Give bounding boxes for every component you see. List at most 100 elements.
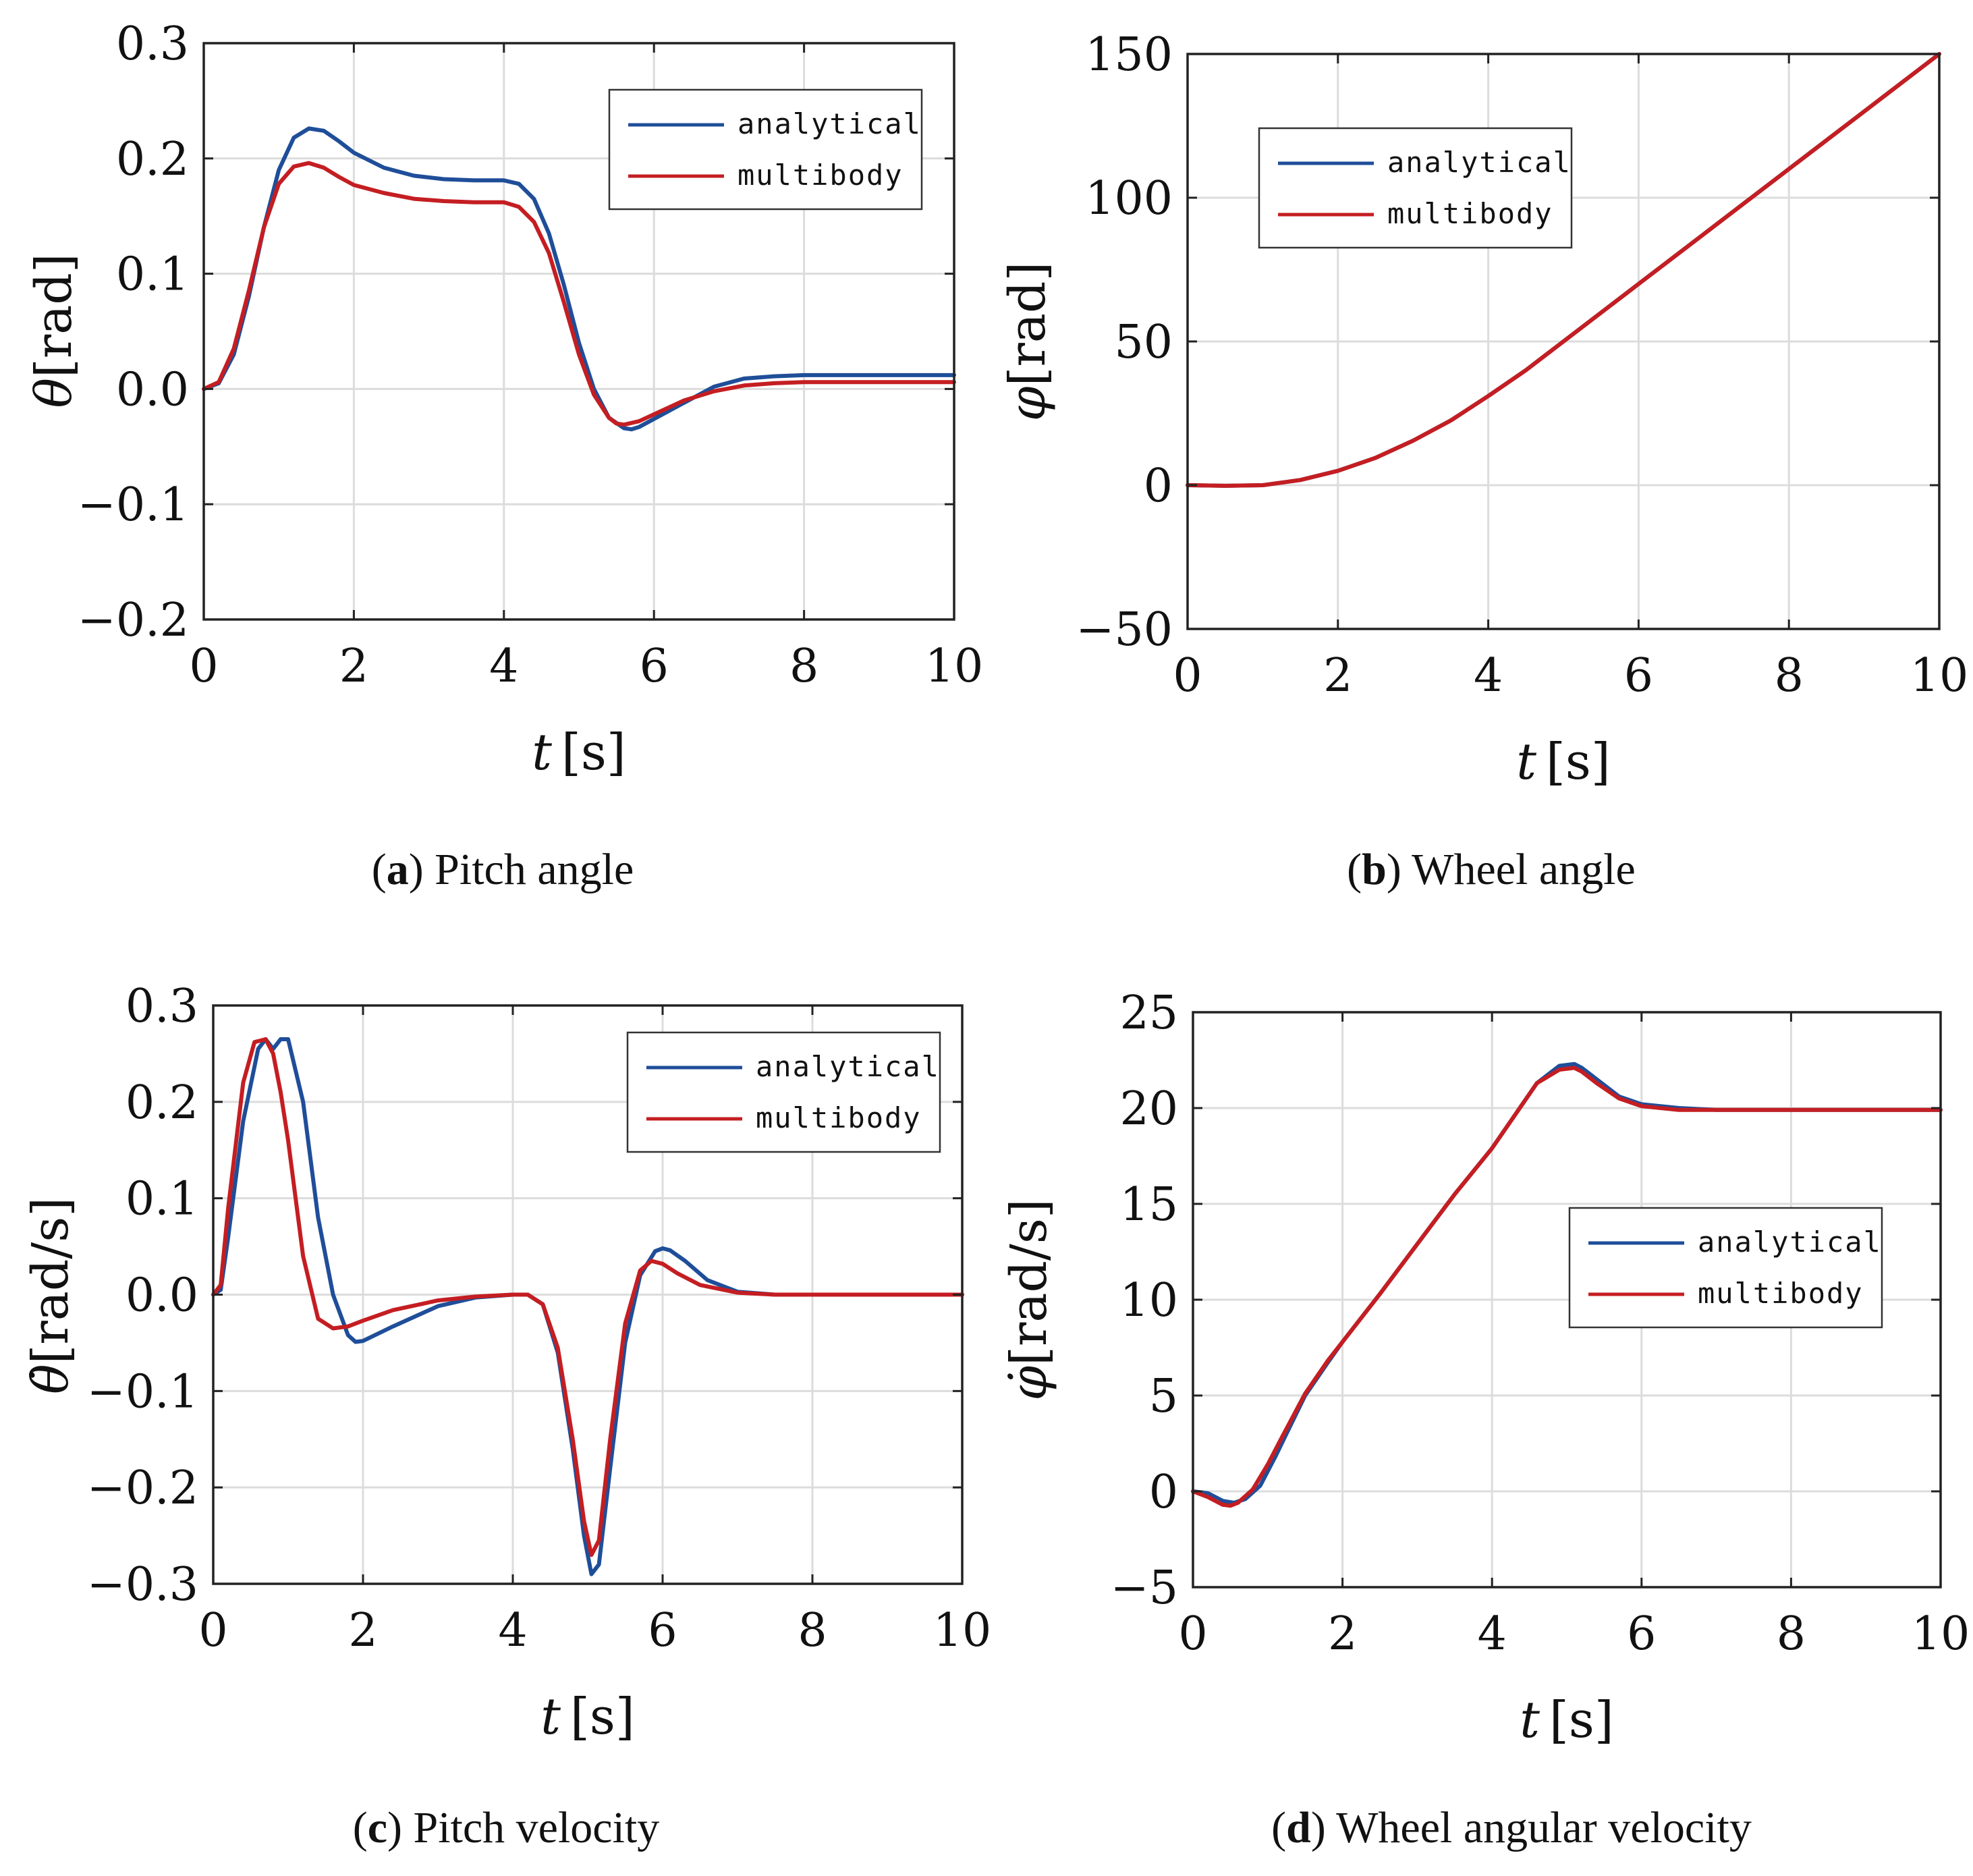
caption-paren-open: ( bbox=[1271, 1803, 1286, 1852]
legend-box bbox=[626, 1031, 941, 1153]
caption-text: Wheel angular velocity bbox=[1336, 1803, 1752, 1852]
caption-text: Pitch angle bbox=[435, 845, 634, 894]
legend: analytical multibody bbox=[1568, 1207, 1883, 1329]
y-tick-label: 25 bbox=[1119, 987, 1178, 1040]
x-tick-label: 4 bbox=[1474, 649, 1503, 702]
y-tick-label: 0.3 bbox=[116, 18, 189, 71]
y-tick-label: 15 bbox=[1119, 1178, 1178, 1232]
x-axis-label: t [s] bbox=[532, 723, 626, 781]
y-tick-label: 0.3 bbox=[126, 980, 198, 1033]
caption-paren-open: ( bbox=[1347, 845, 1362, 894]
x-axis-label-variable: t bbox=[1516, 733, 1536, 791]
caption-paren-close: ) bbox=[1387, 845, 1412, 894]
y-tick-label: 150 bbox=[1085, 28, 1173, 82]
x-tick-label: 8 bbox=[798, 1604, 827, 1657]
x-tick-label: 10 bbox=[925, 640, 984, 693]
x-tick-label: 2 bbox=[339, 640, 368, 693]
x-axis-label: t [s] bbox=[1516, 733, 1610, 791]
x-axis-label-unit: [s] bbox=[570, 1688, 635, 1746]
caption-paren-close: ) bbox=[387, 1803, 413, 1852]
x-tick-label: 6 bbox=[640, 640, 669, 693]
y-tick-label: 0.2 bbox=[126, 1076, 198, 1130]
y-tick-label: 20 bbox=[1119, 1082, 1178, 1136]
caption-paren-open: ( bbox=[372, 845, 387, 894]
x-axis-label-variable: t bbox=[1520, 1691, 1540, 1749]
y-axis-label-unit: [rad] bbox=[999, 262, 1057, 387]
x-tick-label: 0 bbox=[1173, 649, 1202, 702]
plot-frame bbox=[202, 42, 955, 621]
legend-label-analytical: analytical bbox=[1387, 146, 1572, 179]
caption-letter: c bbox=[368, 1803, 387, 1852]
y-axis-label: θ̇[rad/s] bbox=[22, 1197, 80, 1394]
legend-label-multibody: multibody bbox=[1387, 197, 1553, 230]
x-axis-label-variable: t bbox=[540, 1688, 561, 1746]
y-tick-label: 0 bbox=[1149, 1466, 1178, 1519]
y-tick-label: 0 bbox=[1144, 460, 1173, 513]
legend: analytical multibody bbox=[608, 88, 923, 211]
legend-box bbox=[1258, 127, 1573, 249]
x-tick-label: 2 bbox=[348, 1604, 377, 1657]
series-line-analytical bbox=[1186, 52, 1941, 488]
caption-letter: a bbox=[387, 845, 409, 894]
x-tick-label: 6 bbox=[648, 1604, 677, 1657]
caption-text: Wheel angle bbox=[1412, 845, 1636, 894]
y-axis-label-variable: θ̇ bbox=[22, 1364, 80, 1394]
legend: analytical multibody bbox=[1258, 127, 1573, 249]
legend-label-multibody: multibody bbox=[738, 159, 904, 192]
legend-label-multibody: multibody bbox=[756, 1101, 922, 1134]
y-tick-label: −0.2 bbox=[78, 594, 189, 647]
y-tick-label: −5 bbox=[1111, 1562, 1178, 1615]
y-tick-label: −0.1 bbox=[78, 478, 189, 532]
y-tick-label: 0.0 bbox=[116, 363, 189, 416]
x-tick-label: 4 bbox=[1478, 1607, 1507, 1661]
y-tick-label: −0.3 bbox=[87, 1558, 198, 1611]
series-line-multibody bbox=[1186, 52, 1941, 488]
y-tick-label: 100 bbox=[1085, 172, 1173, 225]
y-axis-label: φ[rad] bbox=[999, 262, 1057, 421]
y-tick-label: 0.2 bbox=[116, 133, 189, 186]
panel-caption: (c) Pitch velocity bbox=[353, 1803, 660, 1852]
legend-label-multibody: multibody bbox=[1698, 1277, 1864, 1310]
series-line-multibody bbox=[202, 161, 956, 427]
x-tick-label: 10 bbox=[1912, 1607, 1970, 1661]
x-tick-label: 10 bbox=[1910, 649, 1969, 702]
y-axis-label-variable: φ bbox=[999, 386, 1057, 421]
y-tick-label: 10 bbox=[1119, 1274, 1178, 1327]
series-line-multibody bbox=[1191, 1066, 1943, 1508]
x-tick-label: 8 bbox=[1775, 649, 1804, 702]
y-axis-label-unit: [rad/s] bbox=[22, 1197, 80, 1364]
caption-letter: b bbox=[1362, 845, 1387, 894]
x-tick-label: 8 bbox=[789, 640, 818, 693]
y-tick-label: 0.0 bbox=[126, 1269, 198, 1323]
x-axis-label-unit: [s] bbox=[1546, 733, 1611, 791]
legend-label-analytical: analytical bbox=[1698, 1225, 1882, 1259]
legend: analytical multibody bbox=[626, 1031, 941, 1153]
x-tick-label: 6 bbox=[1627, 1607, 1656, 1661]
panel-caption: (a) Pitch angle bbox=[372, 845, 634, 894]
y-tick-label: 50 bbox=[1114, 316, 1173, 369]
x-tick-label: 10 bbox=[933, 1604, 992, 1657]
y-axis-label: θ[rad] bbox=[25, 253, 83, 408]
caption-paren-close: ) bbox=[409, 845, 435, 894]
x-axis-label-variable: t bbox=[532, 723, 552, 781]
x-tick-label: 4 bbox=[498, 1604, 527, 1657]
panel-caption: (b) Wheel angle bbox=[1347, 845, 1636, 894]
y-tick-label: −0.1 bbox=[87, 1365, 198, 1418]
y-axis-label-unit: [rad] bbox=[25, 253, 83, 378]
y-axis-label-unit: [rad/s] bbox=[1000, 1198, 1058, 1366]
legend-label-analytical: analytical bbox=[738, 107, 922, 140]
panel-pitch-angle: 0 2 4 6 8 10 −0.2 −0.1 0.0 0.1 0.2 0.3 t [s] θ[rad] ana… bbox=[25, 18, 983, 894]
x-tick-label: 0 bbox=[1178, 1607, 1207, 1661]
y-tick-label: −0.2 bbox=[87, 1462, 198, 1515]
panel-pitch-velocity: 0 2 4 6 8 10 −0.3 −0.2 −0.1 0.0 0.1 0.2 0.3 t [s] θ̇[ra… bbox=[22, 980, 991, 1852]
x-axis-label: t [s] bbox=[1520, 1691, 1613, 1749]
x-axis-label-unit: [s] bbox=[561, 723, 626, 781]
caption-letter: d bbox=[1286, 1803, 1311, 1852]
caption-paren-open: ( bbox=[353, 1803, 368, 1852]
legend-label-analytical: analytical bbox=[756, 1050, 940, 1083]
x-tick-label: 8 bbox=[1777, 1607, 1806, 1661]
x-tick-label: 6 bbox=[1624, 649, 1653, 702]
legend-box bbox=[608, 88, 923, 211]
